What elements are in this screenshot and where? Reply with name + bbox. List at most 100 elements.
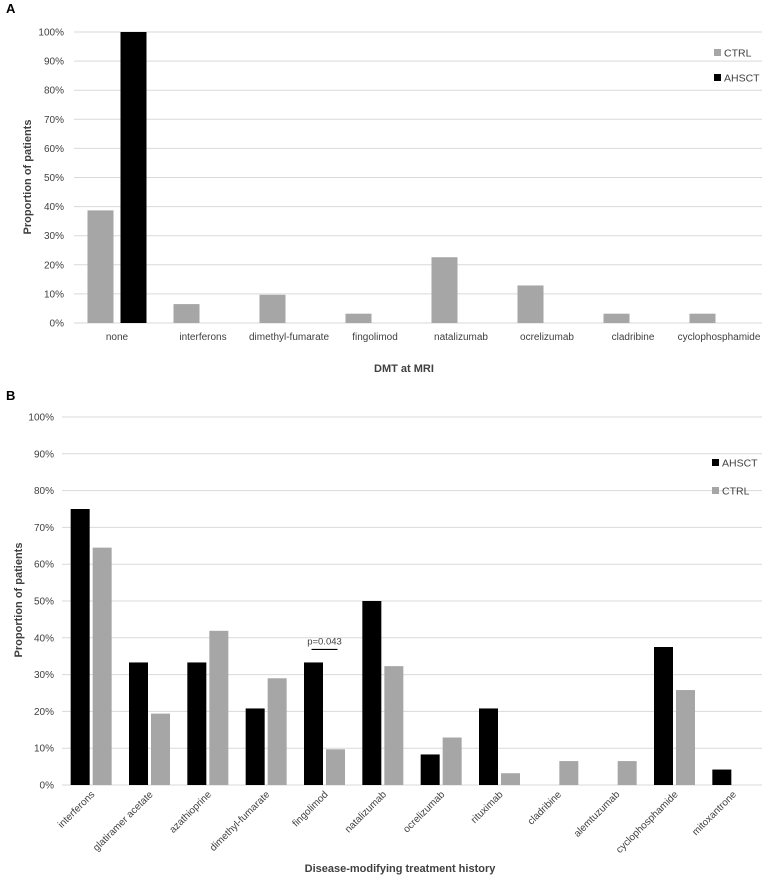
a-legend: CTRL AHSCT <box>714 48 760 85</box>
legend-label-ahsct: AHSCT <box>724 73 760 85</box>
bar-ctrl-none <box>87 210 114 323</box>
bar-ctrl-dimethyl-fumarate <box>267 678 287 785</box>
y-tick-label: 0% <box>50 319 65 330</box>
legend-swatch-ctrl <box>712 487 719 494</box>
bar-ctrl-rituximab <box>501 773 520 785</box>
legend-swatch-ctrl <box>714 49 721 56</box>
panel-a-letter: A <box>6 1 16 16</box>
y-tick-label: 30% <box>34 670 54 681</box>
bar-ahsct-dimethyl-fumarate <box>245 708 265 785</box>
x-tick-label: mitoxantrone <box>690 789 739 838</box>
bar-ctrl-cladribine <box>559 761 579 785</box>
bar-ahsct-interferons <box>70 509 90 785</box>
bar-ctrl-cyclophosphamide <box>689 313 716 323</box>
legend-swatch-ahsct <box>714 74 721 81</box>
x-tick-label: cladribine <box>526 789 564 827</box>
x-tick-label: ocrelizumab <box>401 789 447 835</box>
y-tick-label: 70% <box>34 523 54 534</box>
bar-ahsct-none <box>120 32 147 323</box>
y-tick-label: 40% <box>34 633 54 644</box>
x-tick-label: none <box>106 332 129 343</box>
legend-label-ahsct: AHSCT <box>722 458 758 470</box>
x-tick-label: cladribine <box>612 332 655 343</box>
legend-label-ctrl: CTRL <box>722 486 750 498</box>
y-tick-label: 80% <box>34 486 54 497</box>
b-significance-annotation: p=0.043 <box>307 636 342 651</box>
x-tick-label: dimethyl-fumarate <box>249 332 329 343</box>
legend-label-ctrl: CTRL <box>724 48 752 60</box>
y-tick-label: 20% <box>44 260 64 271</box>
y-tick-label: 80% <box>44 86 64 97</box>
x-tick-label: interferons <box>179 332 226 343</box>
x-tick-label: rituximab <box>469 789 506 826</box>
bar-ctrl-cladribine <box>603 313 630 323</box>
a-gridlines <box>74 31 762 324</box>
bar-ctrl-ocrelizumab <box>442 737 462 785</box>
bar-ahsct-mitoxantrone <box>712 769 732 785</box>
b-y-axis-title: Proportion of patients <box>13 543 25 658</box>
bar-ctrl-natalizumab <box>384 666 404 785</box>
x-tick-label: interferons <box>56 789 97 830</box>
y-tick-label: 60% <box>34 560 54 571</box>
y-tick-label: 90% <box>44 57 64 68</box>
x-tick-label: ocrelizumab <box>520 332 574 343</box>
y-tick-label: 50% <box>34 597 54 608</box>
x-tick-label: cyclophosphamide <box>614 789 681 856</box>
bar-ctrl-fingolimod <box>326 749 345 785</box>
a-y-tick-labels: 0% 10% 20% 30% 40% 50% 60% 70% 80% 90% 100% <box>38 28 64 330</box>
y-tick-label: 100% <box>38 28 64 39</box>
bar-ctrl-interferons <box>92 547 112 785</box>
bar-ctrl-alemtuzumab <box>617 761 637 785</box>
panel-b-chart: B 0% 10% 20% 30% 40% 50% 60% 70% 80% 90% 100% inte… <box>6 388 762 875</box>
x-tick-label: alemtuzumab <box>572 789 623 840</box>
bar-ahsct-glatiramer-acetate <box>129 662 148 785</box>
panel-b-letter: B <box>6 388 15 403</box>
bar-ctrl-azathioprine <box>209 630 229 785</box>
annotation-label: p=0.043 <box>307 636 342 647</box>
b-y-tick-labels: 0% 10% 20% 30% 40% 50% 60% 70% 80% 90% 100% <box>28 413 54 792</box>
x-tick-label: fingolimod <box>352 332 398 343</box>
bar-ahsct-fingolimod <box>304 662 323 785</box>
b-gridlines <box>62 416 762 786</box>
bar-ahsct-cyclophosphamide <box>654 647 673 785</box>
y-tick-label: 90% <box>34 449 54 460</box>
bar-ctrl-natalizumab <box>431 257 458 323</box>
a-x-axis-title: DMT at MRI <box>374 363 434 375</box>
x-tick-label: azathioprine <box>168 789 215 836</box>
bar-ctrl-dimethyl-fumarate <box>259 294 286 323</box>
x-tick-label: natalizumab <box>434 332 488 343</box>
bar-ctrl-interferons <box>173 304 200 323</box>
y-tick-label: 40% <box>44 202 64 213</box>
bar-ctrl-glatiramer-acetate <box>151 713 170 785</box>
panel-a-chart: A 0% 10% 20% 30% 40% 50% 60% 70% 80% 90% 100% none… <box>6 1 762 375</box>
y-tick-label: 100% <box>28 413 54 424</box>
bar-ahsct-ocrelizumab <box>420 754 440 785</box>
bar-ahsct-natalizumab <box>362 601 382 785</box>
a-y-axis-title: Proportion of patients <box>22 120 34 235</box>
y-tick-label: 10% <box>34 744 54 755</box>
b-bars <box>70 509 732 785</box>
x-tick-label: dimethyl-fumarate <box>208 789 273 854</box>
a-x-tick-labels: none interferons dimethyl-fumarate fingolim… <box>106 332 761 343</box>
x-tick-label: natalizumab <box>343 789 389 835</box>
a-bars <box>87 32 716 323</box>
b-legend: AHSCT CTRL <box>712 458 758 498</box>
bar-ctrl-fingolimod <box>345 313 372 323</box>
y-tick-label: 50% <box>44 173 64 184</box>
bar-ahsct-rituximab <box>479 708 498 785</box>
y-tick-label: 20% <box>34 707 54 718</box>
legend-swatch-ahsct <box>712 459 719 466</box>
y-tick-label: 30% <box>44 231 64 242</box>
b-x-axis-title: Disease-modifying treatment history <box>305 863 497 875</box>
x-tick-label: glatiramer acetate <box>91 789 156 854</box>
x-tick-label: cyclophosphamide <box>678 332 761 343</box>
bar-ahsct-azathioprine <box>187 662 207 785</box>
y-tick-label: 60% <box>44 144 64 155</box>
x-tick-label: fingolimod <box>291 789 331 829</box>
y-tick-label: 70% <box>44 115 64 126</box>
bar-ctrl-cyclophosphamide <box>676 690 695 785</box>
y-tick-label: 0% <box>40 781 55 792</box>
bar-ctrl-ocrelizumab <box>517 285 544 323</box>
